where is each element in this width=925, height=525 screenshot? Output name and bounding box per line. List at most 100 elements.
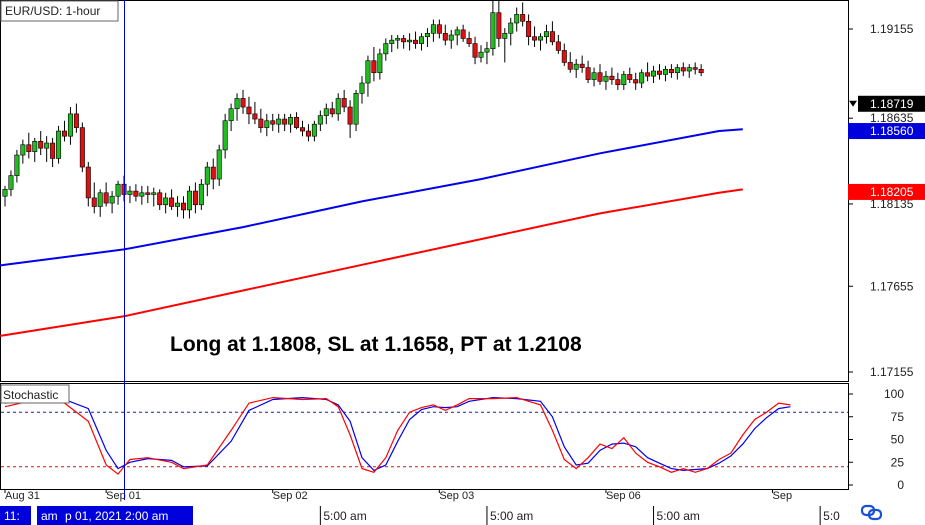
candle-body [424, 32, 430, 38]
candle [335, 93, 341, 121]
candle-body [252, 113, 258, 120]
candle [478, 45, 484, 63]
candle [639, 69, 645, 89]
candle [573, 59, 579, 78]
candle [79, 122, 85, 173]
candle-body [436, 24, 442, 34]
candle [210, 158, 216, 190]
candle-body [413, 39, 419, 44]
candle [680, 62, 686, 77]
candle [151, 187, 157, 207]
candle-body [181, 202, 187, 211]
candle-body [216, 149, 222, 180]
candle-body [234, 98, 240, 110]
stoch-title-box [0, 384, 70, 404]
candle-body [175, 202, 181, 207]
candle [448, 29, 454, 49]
candle [585, 60, 591, 84]
link-icon[interactable] [860, 504, 883, 521]
date-label: Sep 03 [439, 490, 474, 502]
candle [490, 0, 496, 56]
candle [329, 101, 335, 118]
candle [597, 64, 603, 85]
candle [311, 120, 317, 142]
crosshair-am: am [41, 509, 58, 523]
candle-body [633, 79, 639, 84]
candle [645, 62, 651, 82]
candle [496, 0, 502, 48]
candle-body [496, 12, 502, 39]
candle [698, 64, 704, 77]
candle-body [627, 74, 633, 80]
candle [169, 189, 175, 210]
candle [407, 33, 413, 51]
candle-body [621, 74, 627, 86]
current-price-text: 1.18719 [870, 97, 914, 111]
candle [163, 192, 169, 214]
candle [526, 14, 532, 46]
candle [579, 55, 585, 73]
candle [561, 43, 567, 66]
candle-body [651, 70, 657, 77]
candle-body [508, 22, 514, 34]
candle-body [44, 142, 50, 149]
candle-body [85, 166, 91, 199]
candle [222, 113, 228, 159]
candle [603, 71, 609, 90]
candle-body [365, 60, 371, 84]
candle [258, 108, 264, 133]
date-label: Sep 06 [606, 490, 641, 502]
candle [413, 31, 419, 49]
candle [234, 93, 240, 121]
candle [442, 24, 448, 46]
candle-body [454, 29, 460, 36]
candle-body [139, 192, 145, 197]
price-tick-label: 1.17655 [870, 279, 914, 293]
time-label: 5:0 [823, 509, 840, 523]
candle [520, 2, 526, 27]
candle [175, 196, 181, 217]
candle-body [228, 108, 234, 122]
candle [32, 137, 38, 162]
candle-body [210, 166, 216, 180]
candle-body [430, 24, 436, 34]
candle [20, 139, 26, 164]
candle-body [329, 108, 335, 115]
candle [615, 72, 621, 90]
candle-body [549, 31, 555, 43]
ma-red-value: 1.18205 [870, 185, 914, 199]
candle [395, 35, 401, 49]
candle-body [133, 190, 139, 197]
candle-body [186, 190, 192, 211]
candle [430, 19, 436, 42]
candle [609, 67, 615, 85]
candle-body [109, 195, 115, 204]
candle-body [163, 197, 169, 206]
candle [651, 65, 657, 84]
candle-body [323, 108, 329, 116]
candle-body [204, 166, 210, 185]
candle [401, 35, 407, 49]
stochastic-lines [4, 396, 791, 475]
candle-body [502, 32, 508, 39]
candle-body [448, 34, 454, 41]
candle-body [418, 36, 424, 44]
ma-red-line [0, 188, 743, 337]
candle-body [311, 123, 317, 137]
candle [294, 112, 300, 130]
candle [139, 185, 145, 205]
candle [85, 161, 91, 207]
candle-body [50, 142, 56, 159]
candle-body [662, 69, 668, 75]
candle [56, 125, 62, 164]
candle-body [353, 93, 359, 125]
candle [341, 89, 347, 113]
candlesticks [2, 0, 704, 219]
candle [305, 124, 311, 142]
date-label: Aug 31 [5, 490, 40, 502]
candle-body [56, 130, 62, 159]
stoch-panel-frame [0, 383, 849, 490]
candle-body [668, 69, 674, 74]
candle [44, 136, 50, 162]
candle [359, 76, 365, 104]
